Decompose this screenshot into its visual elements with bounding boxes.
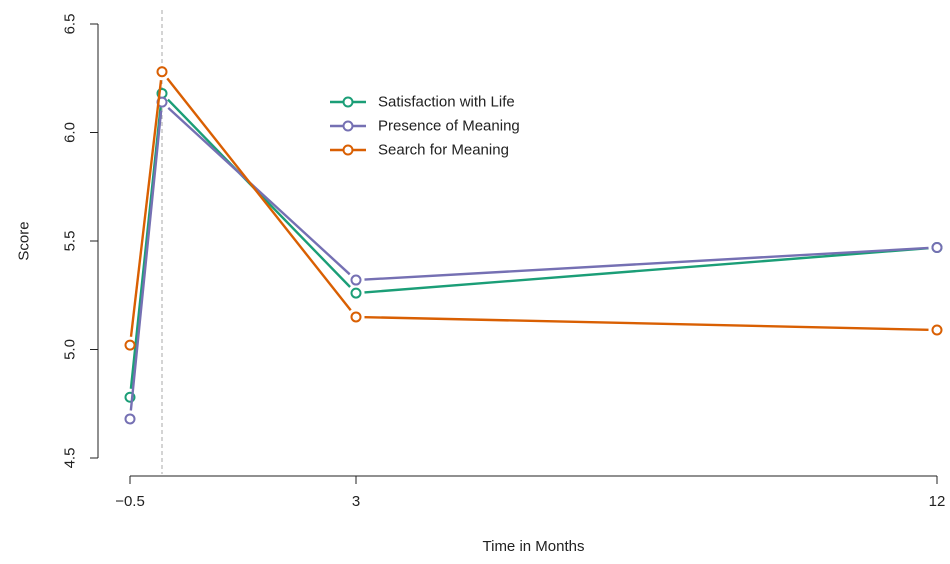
series-line-segment bbox=[364, 246, 929, 294]
data-point bbox=[156, 66, 168, 78]
data-point bbox=[124, 413, 136, 425]
series-line-segment bbox=[167, 106, 351, 276]
x-axis-title: Time in Months bbox=[483, 538, 585, 555]
y-axis-title: Score bbox=[16, 221, 33, 260]
legend-item: Satisfaction with Life bbox=[330, 94, 515, 111]
x-axis: −0.5 3 12 bbox=[115, 475, 946, 510]
data-point bbox=[350, 287, 362, 299]
data-point bbox=[350, 274, 362, 286]
series-line-segment bbox=[129, 110, 163, 411]
series-line-segment bbox=[364, 315, 929, 331]
series-1 bbox=[124, 87, 943, 403]
data-point bbox=[931, 242, 943, 254]
y-tick-label: 5.5 bbox=[62, 231, 79, 252]
y-tick-label: 6.5 bbox=[62, 14, 79, 35]
x-tick-label: 12 bbox=[929, 493, 946, 510]
legend: Satisfaction with Life Presence of Meanin… bbox=[330, 94, 520, 159]
y-tick-label: 4.5 bbox=[62, 448, 79, 469]
series-2 bbox=[124, 96, 943, 425]
legend-swatch-point bbox=[342, 120, 354, 132]
y-tick-label: 5.0 bbox=[62, 339, 79, 360]
legend-item: Search for Meaning bbox=[330, 142, 509, 159]
series-line-segment bbox=[364, 246, 929, 281]
legend-label: Presence of Meaning bbox=[378, 118, 520, 135]
series-layer bbox=[124, 66, 943, 425]
x-tick-label: −0.5 bbox=[115, 493, 145, 510]
x-tick-label: 3 bbox=[352, 493, 360, 510]
series-line-segment bbox=[166, 77, 352, 312]
legend-label: Search for Meaning bbox=[378, 142, 509, 159]
legend-swatch-point bbox=[342, 144, 354, 156]
data-point bbox=[931, 324, 943, 336]
legend-swatch-point bbox=[342, 96, 354, 108]
data-point bbox=[124, 339, 136, 351]
legend-label: Satisfaction with Life bbox=[378, 94, 515, 111]
y-axis: 4.5 5.0 5.5 6.0 6.5 bbox=[62, 14, 99, 469]
legend-item: Presence of Meaning bbox=[330, 118, 520, 135]
series-3 bbox=[124, 66, 943, 351]
y-tick-label: 6.0 bbox=[62, 122, 79, 143]
series-line-segment bbox=[129, 80, 163, 337]
data-point bbox=[350, 311, 362, 323]
